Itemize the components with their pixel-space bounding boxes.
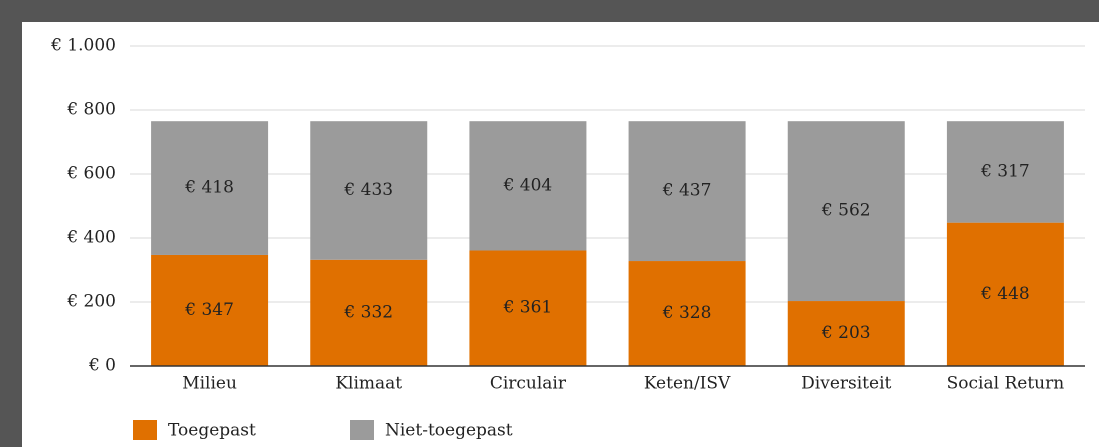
legend-swatch bbox=[350, 420, 374, 440]
bar-segment bbox=[151, 254, 269, 366]
x-tick-label: Klimaat bbox=[335, 374, 402, 394]
bar-segment bbox=[946, 222, 1064, 366]
bar-segment bbox=[787, 121, 905, 302]
bar-segment bbox=[787, 301, 905, 366]
y-tick-label: € 400 bbox=[66, 228, 116, 248]
bar-segment bbox=[628, 261, 746, 366]
x-tick-label: Circulair bbox=[490, 374, 567, 394]
bar-segment bbox=[946, 121, 1064, 223]
bar-segment bbox=[469, 121, 587, 251]
value-label: € 418 bbox=[184, 178, 234, 198]
bar-segment bbox=[469, 250, 587, 366]
value-label: € 433 bbox=[343, 180, 393, 200]
x-tick-label: Social Return bbox=[947, 374, 1065, 394]
bar-segment bbox=[310, 259, 428, 366]
value-label: € 347 bbox=[184, 300, 234, 320]
value-label: € 203 bbox=[821, 323, 871, 343]
y-tick-label: € 600 bbox=[66, 164, 116, 184]
y-tick-label: € 1.000 bbox=[50, 36, 116, 56]
value-label: € 332 bbox=[343, 302, 393, 322]
value-label: € 361 bbox=[503, 298, 553, 318]
value-label: € 404 bbox=[503, 175, 553, 195]
y-tick-label: € 800 bbox=[66, 100, 116, 120]
legend-swatch bbox=[133, 420, 157, 440]
value-label: € 437 bbox=[662, 181, 712, 201]
legend-label: Toegepast bbox=[168, 421, 256, 441]
bar-segment bbox=[628, 121, 746, 262]
value-label: € 448 bbox=[980, 284, 1030, 304]
legend-label: Niet-toegepast bbox=[385, 421, 513, 441]
y-tick-label: € 0 bbox=[88, 356, 116, 376]
bar-segment bbox=[310, 121, 428, 260]
value-label: € 328 bbox=[662, 303, 712, 323]
value-label: € 562 bbox=[821, 201, 871, 221]
value-label: € 317 bbox=[980, 161, 1030, 181]
y-tick-label: € 200 bbox=[66, 292, 116, 312]
x-tick-label: Keten/ISV bbox=[644, 374, 731, 394]
bar-segment bbox=[151, 121, 269, 255]
x-tick-label: Diversiteit bbox=[801, 374, 891, 394]
x-tick-label: Milieu bbox=[182, 374, 237, 394]
